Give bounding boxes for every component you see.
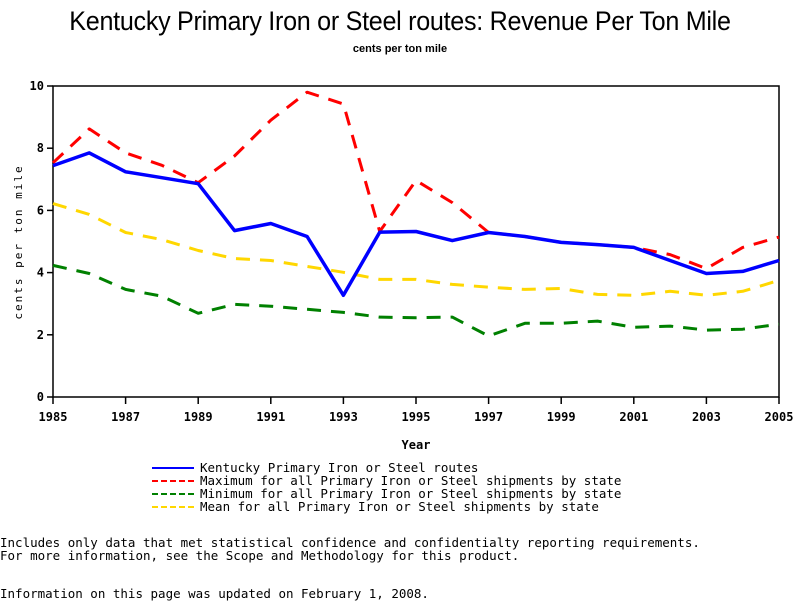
updated-date: Information on this page was updated on …	[0, 586, 429, 601]
legend-item-mean: Mean for all Primary Iron or Steel shipm…	[152, 500, 621, 513]
legend-swatch-solid-blue	[152, 466, 194, 469]
y-tick-label: 4	[37, 266, 44, 280]
x-axis-title: Year	[402, 438, 431, 452]
legend-item-minimum: Minimum for all Primary Iron or Steel sh…	[152, 487, 621, 500]
legend-item-maximum: Maximum for all Primary Iron or Steel sh…	[152, 474, 621, 487]
y-tick-label: 8	[37, 141, 44, 155]
legend-label: Mean for all Primary Iron or Steel shipm…	[200, 499, 599, 514]
series-kentucky-line	[52, 151, 780, 298]
plot-area-border	[52, 85, 780, 398]
x-tick-label: 1993	[329, 410, 358, 424]
legend: Kentucky Primary Iron or Steel routes Ma…	[152, 461, 621, 513]
x-tick-label: 2003	[692, 410, 721, 424]
line-chart: 0 2 4 6 8 10 1985 1987 1989 1991 1993 1995 1997 1999…	[12, 79, 794, 452]
x-tick-label: 1989	[184, 410, 213, 424]
x-tick-label: 1987	[111, 410, 140, 424]
legend-label: Maximum for all Primary Iron or Steel sh…	[200, 473, 622, 488]
chart-title: Kentucky Primary Iron or Steel routes: R…	[69, 6, 731, 36]
x-tick-label: 1985	[39, 410, 68, 424]
series-minimum-line	[52, 263, 780, 338]
legend-swatch-dashed-yellow	[152, 505, 194, 508]
legend-swatch-dashed-red	[152, 479, 194, 482]
series-maximum-line	[51, 90, 780, 271]
footnote-methodology: For more information, see the Scope and …	[0, 548, 520, 563]
x-tick-label: 2005	[765, 410, 794, 424]
legend-item-kentucky: Kentucky Primary Iron or Steel routes	[152, 461, 621, 474]
y-tick-label: 6	[37, 203, 44, 217]
x-tick-label: 2001	[619, 410, 648, 424]
x-tick-label: 1991	[256, 410, 285, 424]
footnote-confidence: Includes only data that met statistical …	[0, 535, 700, 550]
y-tick-label: 2	[37, 328, 44, 342]
legend-label: Minimum for all Primary Iron or Steel sh…	[200, 486, 622, 501]
x-tick-label: 1999	[547, 410, 576, 424]
y-tick-label: 0	[37, 390, 44, 404]
series-layer	[51, 90, 780, 338]
y-tick-label: 10	[30, 79, 44, 93]
legend-swatch-dashed-green	[152, 492, 194, 495]
y-axis: 0 2 4 6 8 10	[30, 79, 53, 404]
x-axis: 1985 1987 1989 1991 1993 1995 1997 1999 2001 2003…	[39, 397, 794, 424]
x-tick-label: 1995	[402, 410, 431, 424]
chart-subtitle: cents per ton mile	[352, 43, 448, 55]
legend-label: Kentucky Primary Iron or Steel routes	[200, 460, 479, 475]
series-mean-line	[52, 202, 780, 297]
plot-frame	[52, 85, 780, 398]
x-tick-label: 1997	[474, 410, 503, 424]
y-axis-title: cents per ton mile	[12, 164, 25, 319]
